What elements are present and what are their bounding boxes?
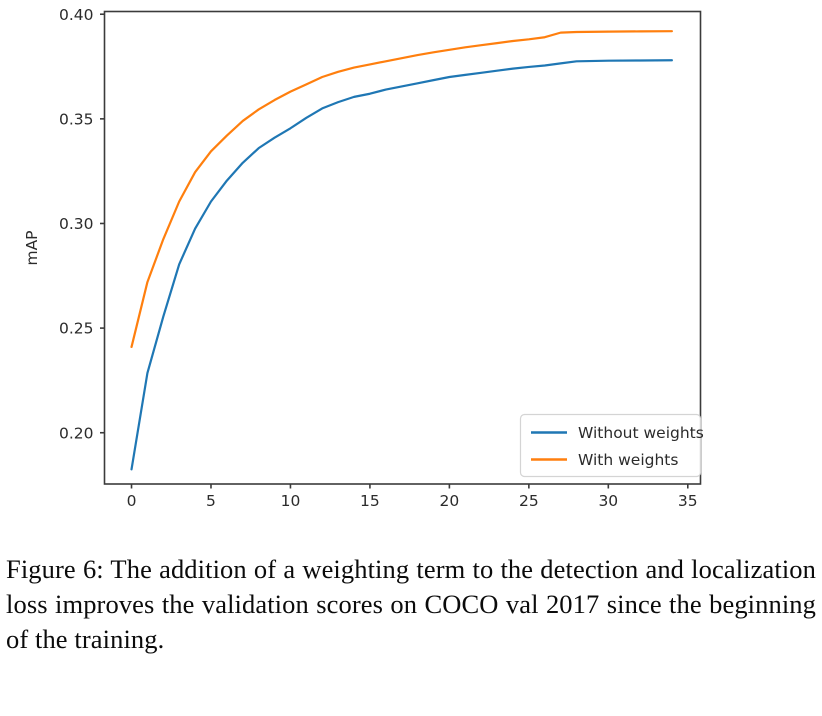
x-tick-label: 25 <box>519 492 539 510</box>
legend-entry-without-weights[interactable]: Without weights <box>531 424 704 442</box>
y-axis-label: mAP <box>23 230 41 265</box>
x-tick-label: 15 <box>360 492 380 510</box>
y-tick-label: 0.35 <box>59 110 94 128</box>
data-series-group <box>130 30 673 471</box>
y-tick-label: 0.25 <box>59 320 94 338</box>
y-axis-ticks: 0.20 0.25 0.30 0.35 0.40 <box>59 6 105 442</box>
x-tick-label: 0 <box>127 492 137 510</box>
x-tick-label: 20 <box>440 492 460 510</box>
x-axis-ticks: 0 5 10 15 20 25 30 35 <box>127 484 698 510</box>
figure-caption: Figure 6: The addition of a weighting te… <box>6 554 816 655</box>
plot-frame <box>103 10 702 485</box>
chart-legend[interactable]: Without weights With weights <box>519 413 704 478</box>
x-tick-label: 35 <box>678 492 698 510</box>
x-tick-label: 5 <box>206 492 216 510</box>
legend-label-without-weights: Without weights <box>578 424 704 442</box>
legend-label-with-weights: With weights <box>578 451 678 469</box>
figure-container: 0.20 0.25 0.30 0.35 0.40 0 5 10 15 20 25 30 35 mAP … <box>23 5 704 510</box>
y-tick-label: 0.30 <box>59 215 94 233</box>
legend-box <box>519 413 702 478</box>
y-tick-label: 0.40 <box>59 6 94 24</box>
y-tick-label: 0.20 <box>59 424 94 442</box>
x-tick-label: 10 <box>281 492 301 510</box>
legend-entry-with-weights[interactable]: With weights <box>531 451 678 469</box>
map-training-line-chart: 0.200.250.300.350.40 0 5 10 15 20 25 30 35 mAP … <box>23 5 704 510</box>
series-line-with-weights <box>130 30 673 349</box>
x-tick-label: 30 <box>598 492 618 510</box>
series-line-without-weights <box>130 59 673 471</box>
